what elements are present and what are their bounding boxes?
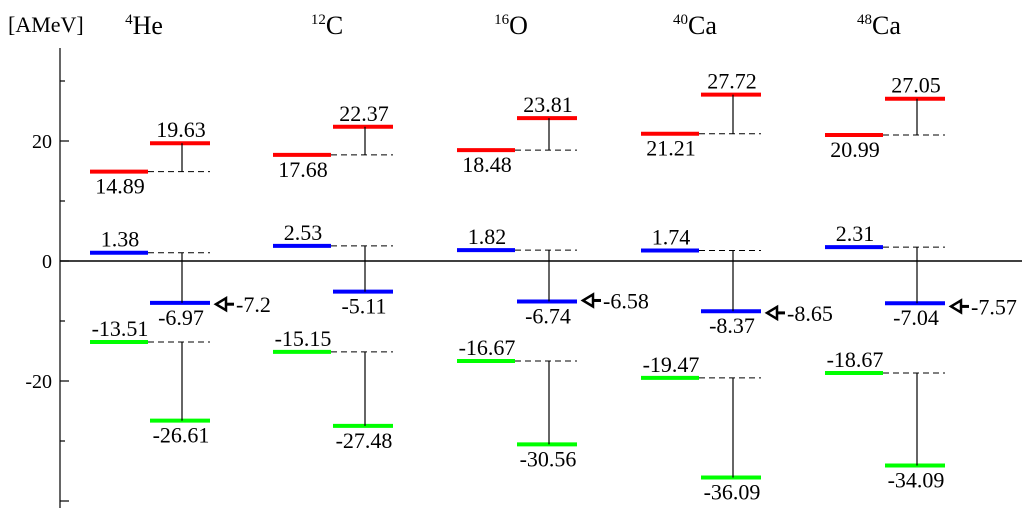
level-red-left-label: 18.48 [462,152,512,177]
level-blue-left-label: 2.31 [836,221,875,246]
level-blue-right-label: -6.74 [525,303,571,328]
nucleus-header: 12C [311,11,343,40]
level-red-right-label: 27.05 [891,73,941,98]
level-blue-right-label: -5.11 [341,294,386,319]
nucleus-header: 48Ca [857,11,901,40]
arrow-marker-head [948,298,963,315]
level-green-left-label: -15.15 [275,326,332,351]
levels-layer [90,92,969,480]
level-red-right-label: 27.72 [707,69,757,94]
level-blue-left-label: 1.74 [652,225,691,250]
level-green-right-label: -34.09 [888,468,945,493]
level-red-right-label: 23.81 [523,92,573,117]
nucleus-header: 40Ca [673,11,717,40]
level-red-right-label: 22.37 [339,101,389,126]
nucleus-header: 4He [125,11,163,40]
level-green-right-label: -36.09 [704,480,761,505]
axis-layer: 20 0 -20 [25,48,1022,508]
level-green-left-label: -13.51 [92,316,149,341]
y-unit-label: [AMeV] [8,12,84,37]
level-green-left-label: -19.47 [643,352,700,377]
nucleus-mass-number: 4 [125,12,133,28]
level-green-left-label: -16.67 [459,335,516,360]
arrow-marker-head [580,292,595,309]
level-blue-right-label: -7.04 [893,305,939,330]
level-green-left-label: -18.67 [827,347,884,372]
level-green-right-label: -26.61 [153,423,210,448]
y-tick-label: 0 [42,251,52,273]
nucleus-mass-number: 16 [494,12,510,28]
level-red-right-label: 19.63 [156,117,206,142]
level-blue-left-label: 1.38 [101,227,140,252]
nucleus-symbol: Ca [688,11,717,40]
arrow-marker-head [213,295,228,313]
nucleus-symbol: He [133,11,163,40]
arrow-value-label: -8.65 [787,301,833,326]
nucleus-symbol: O [509,11,528,40]
nucleus-group-48ca [825,96,969,468]
y-tick-label: 20 [32,131,52,153]
nucleus-mass-number: 40 [673,12,688,28]
level-red-left-label: 14.89 [95,174,145,199]
level-blue-right-label: -6.97 [158,305,204,330]
nucleus-mass-number: 12 [311,12,326,28]
level-green-right-label: -30.56 [520,446,577,471]
labels-layer: 4He 14.89 19.63 1.38 -6.97 -13.51 -26.61 -7.2 12… [92,11,1017,505]
arrow-value-label: -7.57 [971,294,1017,319]
nucleus-group-12c [273,124,393,428]
arrow-value-label: -7.2 [236,292,271,317]
level-green-right-label: -27.48 [336,428,393,453]
level-blue-left-label: 2.53 [284,220,323,245]
level-red-left-label: 20.99 [830,137,880,162]
nucleus-group-16o [457,116,601,447]
level-blue-right-label: -8.37 [709,313,755,338]
level-red-left-label: 17.68 [278,157,328,182]
nucleus-group-40ca [641,92,785,480]
y-tick-label: -20 [25,371,52,393]
nucleus-symbol: Ca [872,11,901,40]
arrow-value-label: -6.58 [603,288,649,313]
nucleus-mass-number: 48 [857,12,872,28]
level-red-left-label: 21.21 [646,136,696,161]
level-blue-left-label: 1.82 [468,224,507,249]
arrow-marker-head [764,304,779,322]
nucleus-symbol: C [326,11,343,40]
nucleus-header: 16O [494,11,528,40]
nucleus-group-4he [90,141,234,423]
